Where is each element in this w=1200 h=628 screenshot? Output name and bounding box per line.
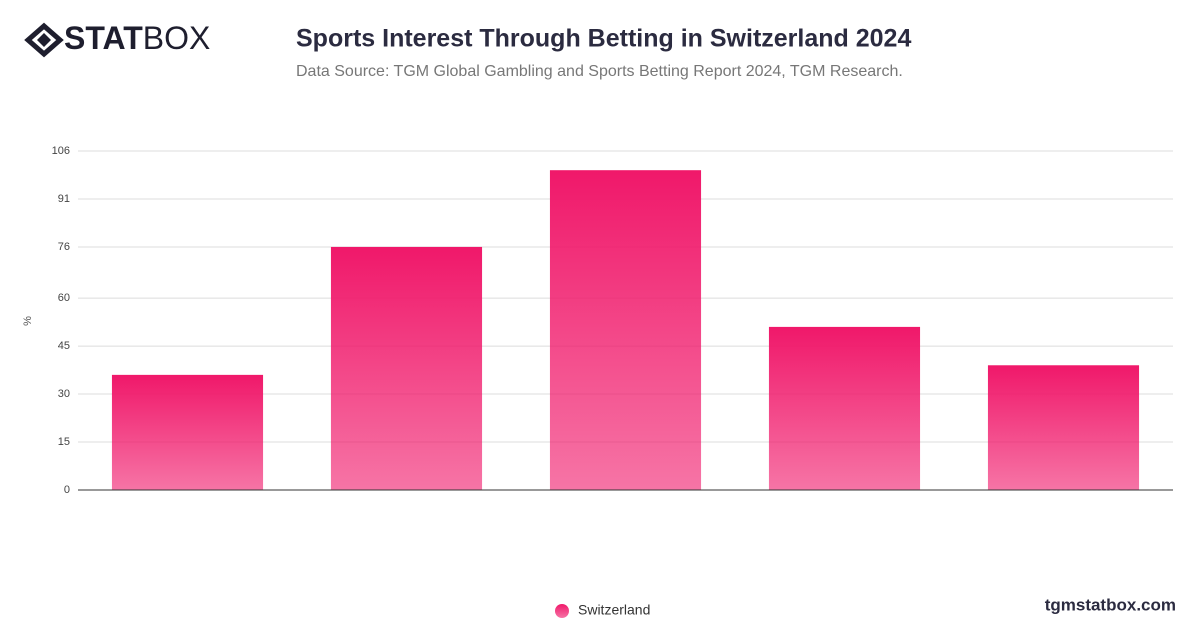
- bar: [330, 246, 483, 490]
- y-tick-label: 45: [58, 340, 70, 352]
- y-tick-label: 15: [58, 436, 70, 448]
- bar: [987, 365, 1140, 490]
- y-tick-label: 106: [52, 145, 70, 157]
- legend-marker: [555, 604, 569, 618]
- logo-bold: STAT: [64, 20, 143, 56]
- logo-text: STATBOX: [64, 20, 210, 56]
- y-tick-label: 91: [58, 193, 70, 205]
- y-tick-label: 0: [64, 484, 70, 496]
- y-tick-label: 60: [58, 292, 70, 304]
- logo-light: BOX: [143, 20, 211, 56]
- logo-icon: [24, 22, 64, 58]
- bar: [549, 170, 702, 491]
- y-axis-label: %: [22, 316, 34, 326]
- legend-label: Switzerland: [578, 602, 650, 618]
- logo: STATBOX: [24, 20, 210, 58]
- footer: tgmstatbox.com: [1045, 595, 1176, 614]
- bar: [111, 374, 264, 490]
- y-tick-label: 76: [58, 241, 70, 253]
- bar: [768, 326, 921, 490]
- chart-title: Sports Interest Through Betting in Switz…: [296, 25, 911, 53]
- logo-icon-inner: [37, 33, 51, 47]
- y-tick-label: 30: [58, 388, 70, 400]
- chart-subtitle: Data Source: TGM Global Gambling and Spo…: [296, 63, 903, 80]
